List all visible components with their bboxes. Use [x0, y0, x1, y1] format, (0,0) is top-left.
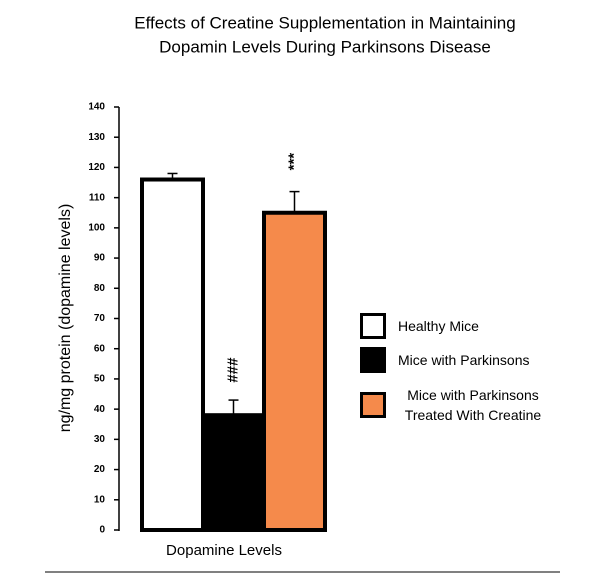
y-tick-label: 120: [88, 162, 105, 173]
legend-item: Mice with Parkinsons Treated With Creati…: [360, 385, 548, 425]
significance-label: ***: [285, 153, 302, 171]
y-tick-label: 10: [94, 494, 106, 505]
y-tick-label: 130: [88, 132, 105, 143]
y-tick-label: 70: [94, 313, 106, 324]
bar: [140, 177, 205, 532]
legend-swatch: [360, 313, 386, 339]
legend-label: Healthy Mice: [398, 318, 479, 334]
legend-swatch: [360, 392, 386, 418]
y-tick-label: 100: [88, 222, 105, 233]
significance-label: ###: [224, 357, 241, 383]
y-tick-label: 20: [94, 464, 106, 475]
legend-item: Mice with Parkinsons: [360, 347, 558, 373]
chart-title: Effects of Creatine Supplementation in M…: [134, 13, 515, 32]
y-axis-label: ng/mg protein (dopamine levels): [57, 204, 74, 433]
y-tick-label: 90: [94, 253, 106, 264]
y-tick-label: 50: [94, 374, 106, 385]
legend-label: Mice with Parkinsons: [398, 352, 530, 368]
y-tick-label: 0: [99, 525, 105, 536]
chart-title: Dopamin Levels During Parkinsons Disease: [159, 37, 491, 56]
y-tick-label: 40: [94, 404, 106, 415]
y-tick-label: 60: [94, 343, 106, 354]
bar: [262, 210, 327, 532]
legend-item: Healthy Mice: [360, 313, 558, 339]
y-tick-label: 80: [94, 283, 106, 294]
y-tick-label: 30: [94, 434, 106, 445]
y-tick-label: 140: [88, 102, 105, 113]
x-axis-label: Dopamine Levels: [166, 542, 282, 559]
legend-swatch: [360, 347, 386, 373]
y-tick-label: 110: [89, 192, 106, 203]
legend-label: Mice with Parkinsons Treated With Creati…: [404, 387, 542, 423]
bar: [201, 413, 266, 532]
